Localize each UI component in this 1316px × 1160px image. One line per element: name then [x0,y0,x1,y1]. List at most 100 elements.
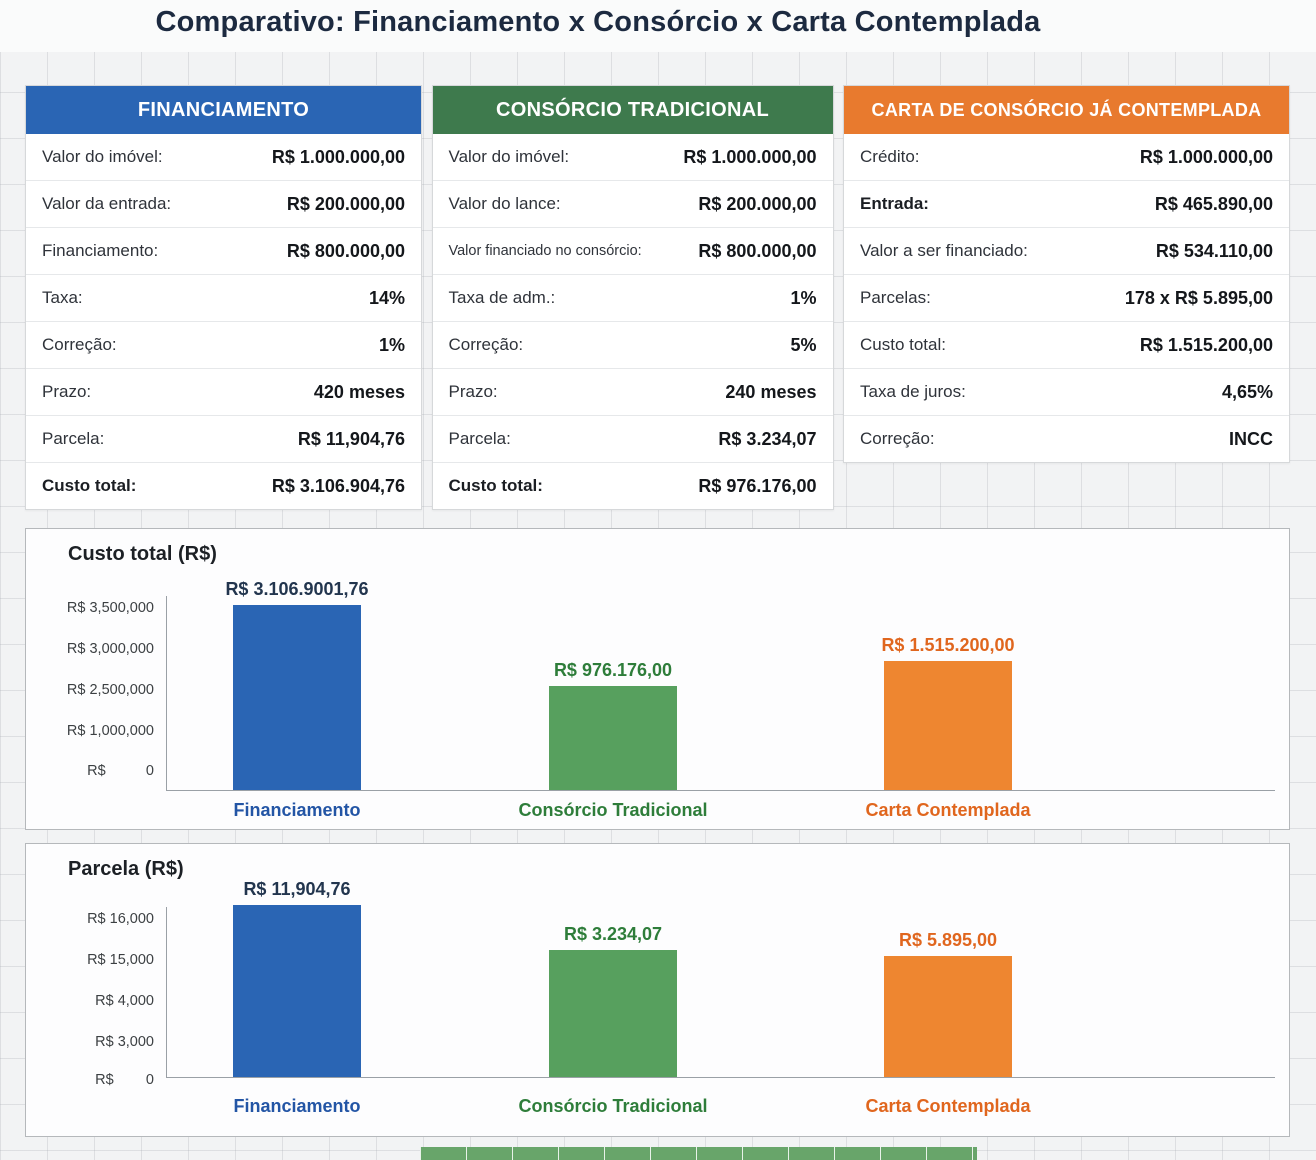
bar-financiamento-rect [233,905,361,1077]
row-value: R$ 800.000,00 [698,240,817,261]
table-row: Custo total: R$ 1.515.200,00 [844,322,1289,369]
table-row: Custo total: R$ 976.176,00 [433,463,833,509]
row-label: Valor financiado no consórcio: [448,243,642,259]
x-axis-line [166,790,1275,791]
table-row: Prazo: 240 meses [432,369,833,416]
table-row: Valor financiado no consórcio: R$ 800.00… [432,228,833,275]
y-axis-tick: R$ 2,500,000 [66,682,154,698]
bar-carta: R$ 1.515.200,00 [863,635,1033,790]
row-label: Custo total: [860,335,946,354]
row-label: Crédito: [860,147,920,166]
bar-carta-rect [884,956,1012,1077]
y-axis-tick: R$ 1,000,000 [66,723,154,739]
row-value: R$ 200.000,00 [286,193,405,214]
row-value: 178 x R$ 5.895,00 [1124,287,1273,308]
row-label: Financiamento: [42,241,159,260]
chart-plot-area: R$ 3,500,000 R$ 3,000,000 R$ 2,500,000 R… [26,579,1289,824]
y-axis-tick: R$ 3,000 [95,1034,154,1050]
x-axis-line [166,1077,1275,1078]
row-label: Valor da entrada: [42,194,172,213]
row-label: Parcela: [42,429,105,448]
row-value: 240 meses [725,381,817,402]
table-row: Valor do imóvel: R$ 1.000.000,00 [432,134,833,181]
card-carta-contemplada: CARTA DE CONSÓRCIO JÁ CONTEMPLADA Crédit… [843,85,1290,463]
sheet-green-row-strip [420,1147,977,1160]
bar-financiamento-rect [233,605,361,790]
row-value: R$ 976.176,00 [698,475,817,496]
table-row: Valor do lance: R$ 200.000,00 [432,181,833,228]
row-value: INCC [1229,428,1273,449]
bar-value-label: R$ 1.515.200,00 [881,635,1015,655]
y-axis-line [166,596,167,790]
row-value: R$ 465.890,00 [1154,193,1273,214]
page-title: Comparativo: Financiamento x Consórcio x… [155,6,1041,38]
row-value: 4,65% [1221,381,1273,402]
table-row: Custo total: R$ 3.106.904,76 [26,463,421,509]
row-value: 5% [790,334,817,355]
y-axis-tick: R$ 3,000,000 [66,641,154,657]
bar-value-label: R$ 3.234,07 [563,924,663,944]
chart-custo-total: Custo total (R$) R$ 3,500,000 R$ 3,000,0… [25,528,1290,830]
table-row: Valor da entrada: R$ 200.000,00 [26,181,421,228]
row-label: Custo total: [42,476,137,495]
row-value: 1% [378,334,405,355]
chart-title: Custo total (R$) [68,543,217,565]
row-value: R$ 1.000.000,00 [683,146,817,167]
row-value: R$ 1.000.000,00 [1139,146,1273,167]
bar-value-label: R$ 11,904,76 [243,879,351,899]
row-value: R$ 200.000,00 [698,193,817,214]
card-financiamento-header: FINANCIAMENTO [26,86,421,134]
card-financiamento: FINANCIAMENTO Valor do imóvel: R$ 1.000.… [25,85,422,510]
y-axis-tick: R$ 16,000 [87,911,154,927]
row-label: Correção: [860,429,935,448]
table-row: Parcela: R$ 11,904,76 [26,416,421,463]
bar-consorcio: R$ 3.234,07 [528,924,698,1077]
row-value: 420 meses [313,381,405,402]
row-label: Correção: [448,335,524,354]
table-row: Parcelas: 178 x R$ 5.895,00 [844,275,1289,322]
chart-plot-area: R$ 16,000 R$ 15,000 R$ 4,000 R$ 3,000 R$… [26,879,1289,1139]
bar-consorcio-rect [549,686,677,790]
row-label: Correção: [42,335,117,354]
table-row: Valor a ser financiado: R$ 534.110,00 [844,228,1289,275]
row-value: R$ 11,904,76 [297,428,405,449]
card-financiamento-body: Valor do imóvel: R$ 1.000.000,00 Valor d… [26,134,421,509]
table-row: Parcela: R$ 3.234,07 [432,416,833,463]
bar-value-label: R$ 3.106.9001,76 [225,579,369,599]
table-row: Taxa: 14% [26,275,421,322]
card-consorcio-body: Valor do imóvel: R$ 1.000.000,00 Valor d… [432,134,833,509]
chart-title: Parcela (R$) [68,858,184,880]
card-carta-body: Crédito: R$ 1.000.000,00 Entrada: R$ 465… [844,134,1289,462]
x-axis-category: Carta Contemplada [865,1096,1031,1116]
row-label: Entrada: [860,194,929,213]
comparison-cards: FINANCIAMENTO Valor do imóvel: R$ 1.000.… [25,85,1290,510]
bar-carta: R$ 5.895,00 [863,930,1033,1077]
y-axis-tick: R$ 15,000 [87,952,154,968]
y-axis-tick: R$ 0 [87,763,154,779]
y-axis-tick: R$ 4,000 [95,993,154,1009]
bar-financiamento: R$ 3.106.9001,76 [212,579,382,790]
x-axis-category: Financiamento [233,800,361,820]
table-row: Prazo: 420 meses [26,369,421,416]
y-axis-tick: R$ 0 [95,1072,154,1088]
row-label: Prazo: [448,382,498,401]
table-row: Taxa de adm.: 1% [432,275,833,322]
card-consorcio-tradicional: CONSÓRCIO TRADICIONAL Valor do imóvel: R… [431,85,834,510]
bar-consorcio-rect [549,950,677,1077]
bar-consorcio: R$ 976.176,00 [528,660,698,790]
row-value: 1% [790,287,817,308]
y-axis-tick: R$ 3,500,000 [66,600,154,616]
x-axis-category: Carta Contemplada [865,800,1031,820]
row-label: Valor do lance: [448,194,561,213]
row-label: Custo total: [448,476,543,495]
bar-value-label: R$ 976.176,00 [553,660,673,680]
bar-financiamento: R$ 11,904,76 [212,879,382,1077]
x-axis-category: Financiamento [233,1096,361,1116]
row-label: Taxa: [42,288,83,307]
row-value: R$ 1.000.000,00 [271,146,405,167]
x-axis-category: Consórcio Tradicional [518,1096,708,1116]
row-label: Prazo: [42,382,92,401]
card-consorcio-header: CONSÓRCIO TRADICIONAL [432,86,833,134]
table-row: Correção: INCC [844,416,1289,462]
